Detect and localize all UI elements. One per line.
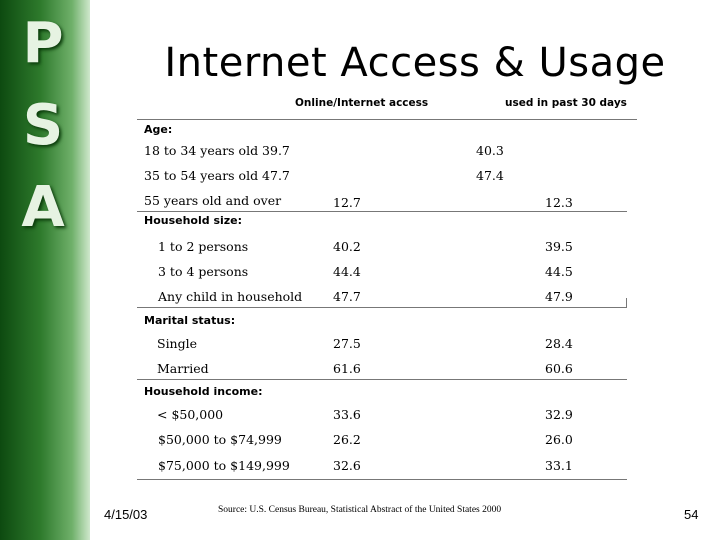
- column-header-access: Online/Internet access: [295, 97, 429, 109]
- section-divider: [137, 307, 627, 308]
- table-corner-tick: [626, 298, 627, 308]
- page-number: 54: [684, 507, 699, 522]
- sidebar-banner: P S A: [0, 0, 90, 540]
- section-divider: [137, 211, 627, 212]
- row-label: 1 to 2 persons: [158, 239, 249, 254]
- row-access-value: 27.5: [333, 336, 361, 351]
- sidebar-letter-a: A: [21, 175, 65, 240]
- row-usage-value: 32.9: [545, 407, 573, 422]
- section-label-household-income: Household income:: [144, 385, 263, 398]
- footer-source: Source: U.S. Census Bureau, Statistical …: [218, 505, 502, 515]
- row-usage-value: 47.9: [545, 289, 573, 304]
- row-usage-value: 28.4: [545, 336, 573, 351]
- row-label: $50,000 to $74,999: [158, 432, 282, 447]
- row-label: Any child in household: [158, 289, 303, 304]
- row-label: 55 years old and over: [144, 193, 282, 208]
- section-label-age: Age:: [144, 123, 173, 136]
- row-usage-value: 40.3: [476, 143, 504, 158]
- row-label: Single: [157, 336, 198, 351]
- row-access-value: 33.6: [333, 407, 361, 422]
- row-label: 35 to 54 years old 47.7: [144, 168, 290, 183]
- table-bottom-rule: [137, 479, 627, 480]
- row-usage-value: 44.5: [545, 264, 573, 279]
- header-rule: [137, 119, 637, 120]
- row-usage-value: 26.0: [545, 432, 573, 447]
- row-access-value: 12.7: [333, 195, 361, 210]
- row-access-value: 26.2: [333, 432, 361, 447]
- section-divider: [137, 379, 627, 380]
- row-label: < $50,000: [157, 407, 224, 422]
- row-access-value: 61.6: [333, 361, 361, 376]
- row-usage-value: 47.4: [476, 168, 504, 183]
- row-label: 3 to 4 persons: [158, 264, 249, 279]
- row-usage-value: 33.1: [545, 458, 573, 473]
- sidebar-letter-s: S: [22, 93, 64, 158]
- row-access-value: 47.7: [333, 289, 361, 304]
- section-label-marital-status: Marital status:: [144, 314, 236, 327]
- column-header-usage: used in past 30 days: [505, 97, 627, 109]
- row-access-value: 32.6: [333, 458, 361, 473]
- sidebar-letter-p: P: [22, 11, 64, 76]
- row-access-value: 44.4: [333, 264, 361, 279]
- row-usage-value: 39.5: [545, 239, 573, 254]
- row-access-value: 40.2: [333, 239, 361, 254]
- row-usage-value: 12.3: [545, 195, 573, 210]
- footer-date: 4/15/03: [104, 507, 148, 522]
- row-label: $75,000 to $149,999: [158, 458, 290, 473]
- row-label: Married: [157, 361, 209, 376]
- section-label-household-size: Household size:: [144, 214, 243, 227]
- row-label: 18 to 34 years old 39.7: [144, 143, 290, 158]
- row-usage-value: 60.6: [545, 361, 573, 376]
- slide-title: Internet Access & Usage: [164, 40, 666, 86]
